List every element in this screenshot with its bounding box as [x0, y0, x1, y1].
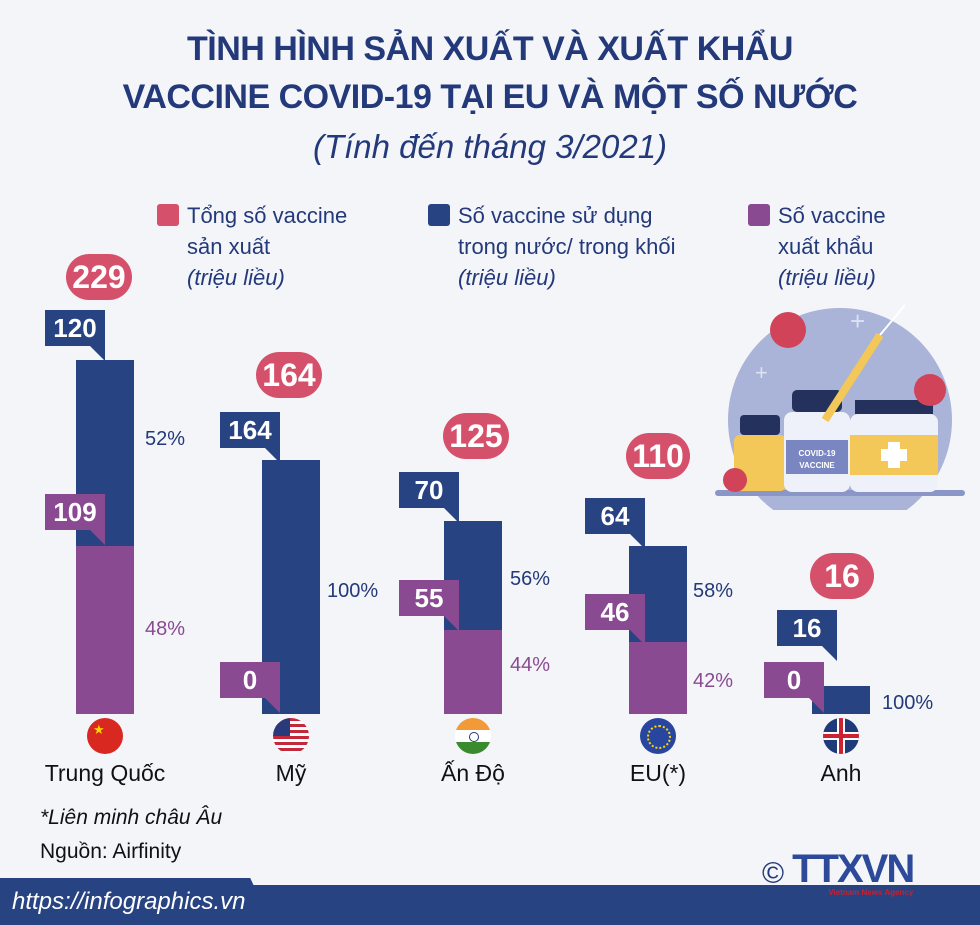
logo-subtext: Vietnam News Agency — [828, 888, 914, 897]
svg-text:COVID-19: COVID-19 — [799, 449, 836, 458]
domestic-value-tag: 120 — [45, 310, 105, 361]
total-badge: 125 — [443, 413, 509, 459]
domestic-percent: 52% — [145, 428, 186, 450]
footnote: *Liên minh châu Âu — [40, 806, 223, 829]
legend-label: Số vaccine — [778, 203, 886, 228]
domestic-percent: 58% — [693, 580, 734, 602]
total-badge: 229 — [66, 254, 132, 300]
export-value-tag: 0 — [220, 662, 280, 713]
domestic-percent: 100% — [882, 692, 934, 714]
chart-title-line1: TÌNH HÌNH SẢN XUẤT VÀ XUẤT KHẨU — [187, 30, 793, 68]
country-label: Mỹ — [275, 760, 307, 786]
svg-text:VACCINE: VACCINE — [799, 461, 835, 470]
legend-total: Tổng số vaccine sản xuất (triệu liều) — [157, 200, 347, 293]
export-value-tag: 46 — [585, 594, 645, 645]
legend-unit: (triệu liều) — [187, 265, 285, 290]
vaccine-illustration: COVID-19 VACCINE + + — [715, 304, 965, 510]
ttxvn-logo: © TTXVN Vietnam News Agency — [762, 847, 915, 897]
export-value-tag: 109 — [45, 494, 105, 545]
source-note: Nguồn: Airfinity — [40, 840, 182, 863]
bar-export — [629, 642, 687, 714]
svg-text:+: + — [755, 360, 768, 385]
legend-unit: (triệu liều) — [458, 265, 556, 290]
legend-label: trong nước/ trong khối — [458, 234, 676, 259]
china-flag-icon: ★ — [87, 718, 123, 754]
bar-export — [444, 630, 502, 714]
country-label: Trung Quốc — [44, 760, 166, 786]
legend-swatch-total — [157, 204, 179, 226]
legend-export: Số vaccine xuất khẩu (triệu liều) — [748, 200, 886, 293]
domestic-percent: 100% — [327, 580, 379, 602]
usa-flag-icon — [273, 718, 309, 754]
total-badge: 110 — [626, 433, 690, 479]
svg-text:+: + — [850, 306, 865, 336]
country-label: EU(*) — [629, 760, 687, 786]
country-label: Anh — [820, 760, 862, 786]
india-flag-icon — [455, 718, 491, 754]
uk-flag-icon — [823, 718, 859, 754]
domestic-value-tag: 70 — [399, 472, 459, 523]
legend-unit: (triệu liều) — [778, 265, 876, 290]
bar-export — [76, 546, 134, 714]
legend-label: Tổng số vaccine — [187, 203, 348, 228]
chart-title-line2: VACCINE COVID-19 TẠI EU VÀ MỘT SỐ NƯỚC — [122, 78, 858, 116]
legend-domestic: Số vaccine sử dụng trong nước/ trong khối… — [428, 200, 676, 293]
export-percent: 48% — [145, 618, 186, 640]
domestic-value-tag: 164 — [220, 412, 280, 463]
legend-swatch-export — [748, 204, 770, 226]
eu-flag-icon — [640, 718, 676, 754]
domestic-value-tag: 16 — [777, 610, 837, 661]
copyright-icon: © — [762, 856, 785, 890]
export-value-tag: 0 — [764, 662, 824, 713]
website-link[interactable]: https://infographics.vn — [0, 878, 272, 925]
country-label: Ấn Độ — [441, 760, 505, 786]
total-badge: 164 — [256, 352, 322, 398]
legend-label: sản xuất — [187, 234, 271, 259]
domestic-value-tag: 64 — [585, 498, 645, 549]
export-percent: 44% — [510, 654, 551, 676]
logo-text: TTXVN — [792, 847, 915, 891]
export-percent: 42% — [693, 670, 734, 692]
domestic-percent: 56% — [510, 568, 551, 590]
legend-swatch-domestic — [428, 204, 450, 226]
legend-label: xuất khẩu — [778, 234, 874, 259]
total-badge: 16 — [810, 553, 874, 599]
chart-subtitle: (Tính đến tháng 3/2021) — [312, 128, 668, 165]
export-value-tag: 55 — [399, 580, 459, 631]
legend-label: Số vaccine sử dụng — [458, 203, 653, 228]
